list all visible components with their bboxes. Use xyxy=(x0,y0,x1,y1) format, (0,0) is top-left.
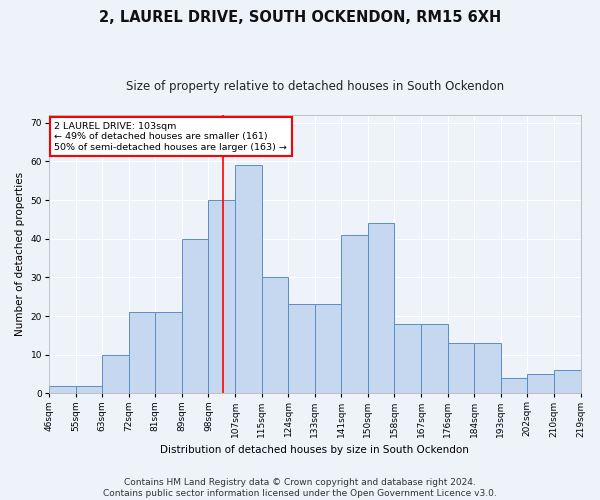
Y-axis label: Number of detached properties: Number of detached properties xyxy=(15,172,25,336)
Bar xyxy=(288,304,315,394)
Bar xyxy=(421,324,448,394)
Bar xyxy=(129,312,155,394)
Title: Size of property relative to detached houses in South Ockendon: Size of property relative to detached ho… xyxy=(125,80,504,93)
Bar xyxy=(474,343,501,394)
Text: 2, LAUREL DRIVE, SOUTH OCKENDON, RM15 6XH: 2, LAUREL DRIVE, SOUTH OCKENDON, RM15 6X… xyxy=(99,10,501,25)
Bar xyxy=(76,386,102,394)
Bar xyxy=(182,238,208,394)
Bar xyxy=(341,235,368,394)
Bar xyxy=(262,278,288,394)
Bar xyxy=(49,386,76,394)
Bar xyxy=(368,223,394,394)
Bar xyxy=(448,343,474,394)
Bar xyxy=(235,166,262,394)
Text: 2 LAUREL DRIVE: 103sqm
← 49% of detached houses are smaller (161)
50% of semi-de: 2 LAUREL DRIVE: 103sqm ← 49% of detached… xyxy=(55,122,287,152)
Bar xyxy=(155,312,182,394)
Text: Contains HM Land Registry data © Crown copyright and database right 2024.
Contai: Contains HM Land Registry data © Crown c… xyxy=(103,478,497,498)
Bar xyxy=(394,324,421,394)
Bar xyxy=(315,304,341,394)
Bar xyxy=(501,378,527,394)
Bar xyxy=(554,370,581,394)
Bar xyxy=(527,374,554,394)
Bar xyxy=(208,200,235,394)
X-axis label: Distribution of detached houses by size in South Ockendon: Distribution of detached houses by size … xyxy=(160,445,469,455)
Bar xyxy=(102,354,129,394)
